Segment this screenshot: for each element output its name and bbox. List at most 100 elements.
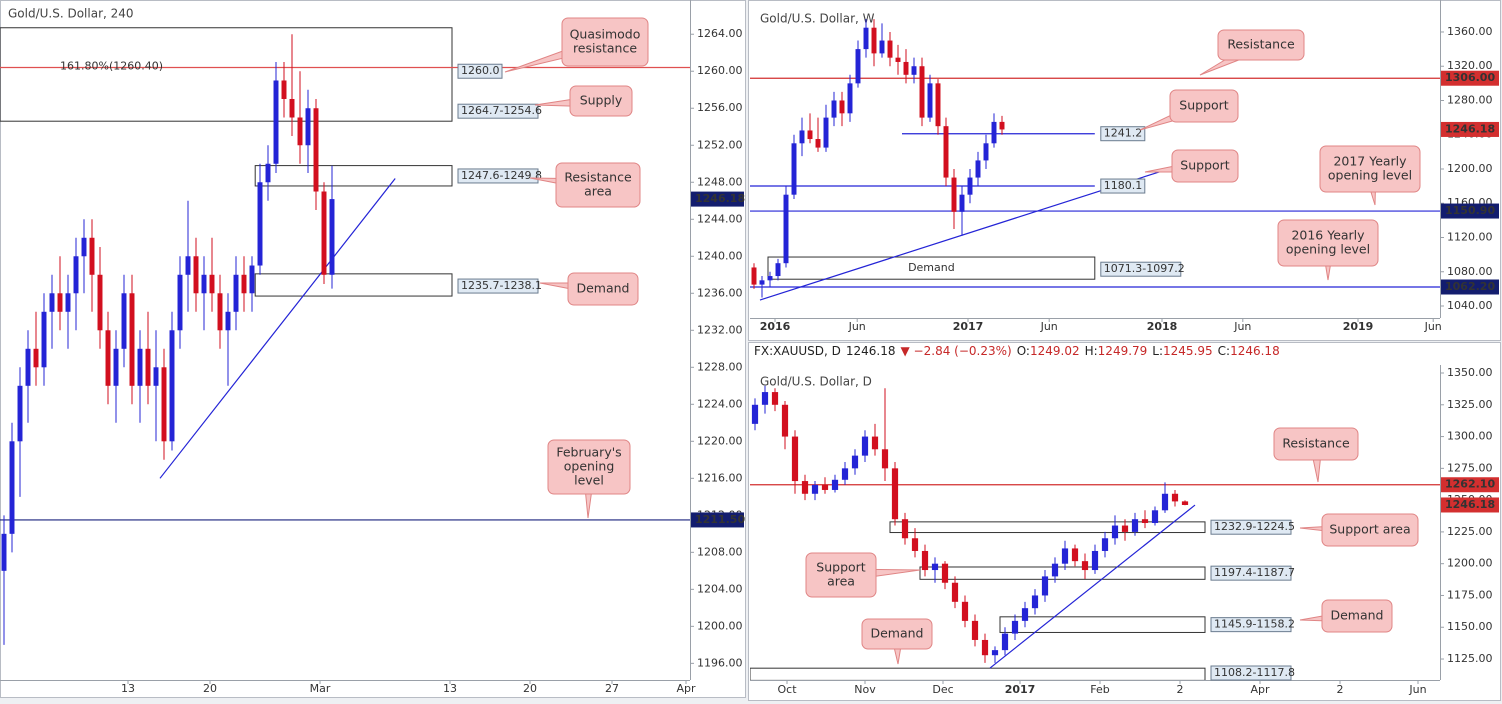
candle-body xyxy=(751,267,757,285)
callout-cover xyxy=(1219,31,1303,59)
x-tick-label: Jun xyxy=(1408,683,1426,696)
candle-body xyxy=(791,436,799,482)
candle-body xyxy=(991,121,997,144)
level-label: 1260.0 xyxy=(461,64,500,77)
trendline xyxy=(989,504,1196,669)
price-tag-label: 1246.18 xyxy=(1445,122,1495,135)
candle-body xyxy=(1091,550,1099,571)
x-tick-label: 2016 xyxy=(760,320,791,333)
zone xyxy=(919,566,1206,580)
zone-label: 1232.9-1224.5 xyxy=(1214,520,1295,533)
zone-label-box xyxy=(457,168,539,184)
callout-text: opening xyxy=(564,459,615,474)
candle-body xyxy=(895,57,901,62)
callout-text: Resistance xyxy=(1282,436,1350,451)
callout-cover xyxy=(571,87,631,115)
y-tick-label: 1228.00 xyxy=(697,360,743,373)
price-tag xyxy=(1441,497,1499,513)
price-tag xyxy=(1441,70,1499,86)
candle-body xyxy=(65,293,71,312)
candle-body xyxy=(1021,608,1029,621)
y-tick-label: 1224.00 xyxy=(697,397,743,410)
y-tick-label: 1080.00 xyxy=(1447,265,1493,278)
candle-body xyxy=(943,126,949,178)
y-tick-label: 1196.00 xyxy=(697,656,743,669)
candle-body xyxy=(775,263,781,277)
candle-body xyxy=(97,274,103,331)
candle-body xyxy=(217,293,223,331)
candle-body xyxy=(1001,633,1009,651)
candle-body xyxy=(9,441,15,534)
candle-body xyxy=(1041,576,1049,596)
x-tick-label: 2017 xyxy=(953,320,984,333)
x-tick-label: Mar xyxy=(310,682,331,695)
candle-body xyxy=(901,519,909,539)
candle-body xyxy=(25,348,31,386)
candle-body xyxy=(305,108,311,146)
candle-body xyxy=(89,237,95,275)
candle-body xyxy=(313,108,319,192)
x-tick-label: 2 xyxy=(1337,683,1344,696)
candle-body xyxy=(297,117,303,146)
plot-area xyxy=(0,27,690,521)
candle-body xyxy=(1,533,7,571)
x-tick-label: Jun xyxy=(1424,320,1442,333)
y-tick-label: 1275.00 xyxy=(1447,461,1493,474)
x-tick-label: Apr xyxy=(676,682,696,695)
x-tick-label: 13 xyxy=(121,682,135,695)
candle-body xyxy=(1101,538,1109,551)
candle-body xyxy=(249,265,255,294)
zone-label: 1145.9-1158.2 xyxy=(1214,618,1295,631)
y-tick-label: 1200.00 xyxy=(1447,162,1493,175)
candle-body xyxy=(1121,525,1129,532)
callout-cover xyxy=(1279,221,1377,265)
candle-body xyxy=(209,274,215,294)
x-tick-label: Oct xyxy=(777,683,797,696)
callout-text: Support xyxy=(816,560,866,575)
x-tick-label: Apr xyxy=(1250,683,1270,696)
callout-cover xyxy=(1275,429,1357,459)
callout-text: Supply xyxy=(580,93,623,108)
candle-body xyxy=(761,392,769,405)
y-tick-label: 1232.00 xyxy=(697,323,743,336)
candle-body xyxy=(983,143,989,161)
level-label-box xyxy=(1100,126,1146,142)
zone-label: 1071.3-1097.2 xyxy=(1104,262,1185,275)
candle-body xyxy=(935,83,941,127)
candle-body xyxy=(289,98,295,118)
callout-text: opening level xyxy=(1286,242,1370,257)
candle-body xyxy=(851,455,859,469)
candle-body xyxy=(879,40,885,54)
header-part: 1246.18 xyxy=(1230,344,1280,358)
callout-cover xyxy=(807,554,875,596)
x-tick-label: 2019 xyxy=(1343,320,1374,333)
candle-body xyxy=(1131,519,1139,532)
header-part: 1249.79 xyxy=(1098,344,1148,358)
callout-cover xyxy=(1171,91,1237,121)
level-label: 1180.1 xyxy=(1104,179,1143,192)
y-tick-label: 1325.00 xyxy=(1447,398,1493,411)
callout-cover xyxy=(557,164,639,206)
candle-body xyxy=(105,330,111,386)
y-tick-label: 1200.00 xyxy=(1447,557,1493,570)
candle-body xyxy=(887,40,893,58)
candle-body xyxy=(57,293,63,312)
candle-body xyxy=(1071,548,1079,562)
candle-body xyxy=(871,27,877,54)
x-tick-label: 2018 xyxy=(1147,320,1178,333)
y-tick-label: 1208.00 xyxy=(697,545,743,558)
candle-body xyxy=(225,311,231,331)
candle-body xyxy=(981,639,989,656)
candle-body xyxy=(831,479,839,490)
header-part: H: xyxy=(1085,344,1098,358)
candle-body xyxy=(257,182,263,266)
candle-body xyxy=(807,130,813,140)
candle-body xyxy=(811,484,819,494)
candle-body xyxy=(847,83,853,114)
x-tick-label: Dec xyxy=(932,683,953,696)
price-tag-label: 1246.18 xyxy=(1445,498,1495,511)
zone-text: Demand xyxy=(908,261,955,274)
candle-body xyxy=(233,274,239,312)
x-tick-label: Jun xyxy=(848,320,866,333)
